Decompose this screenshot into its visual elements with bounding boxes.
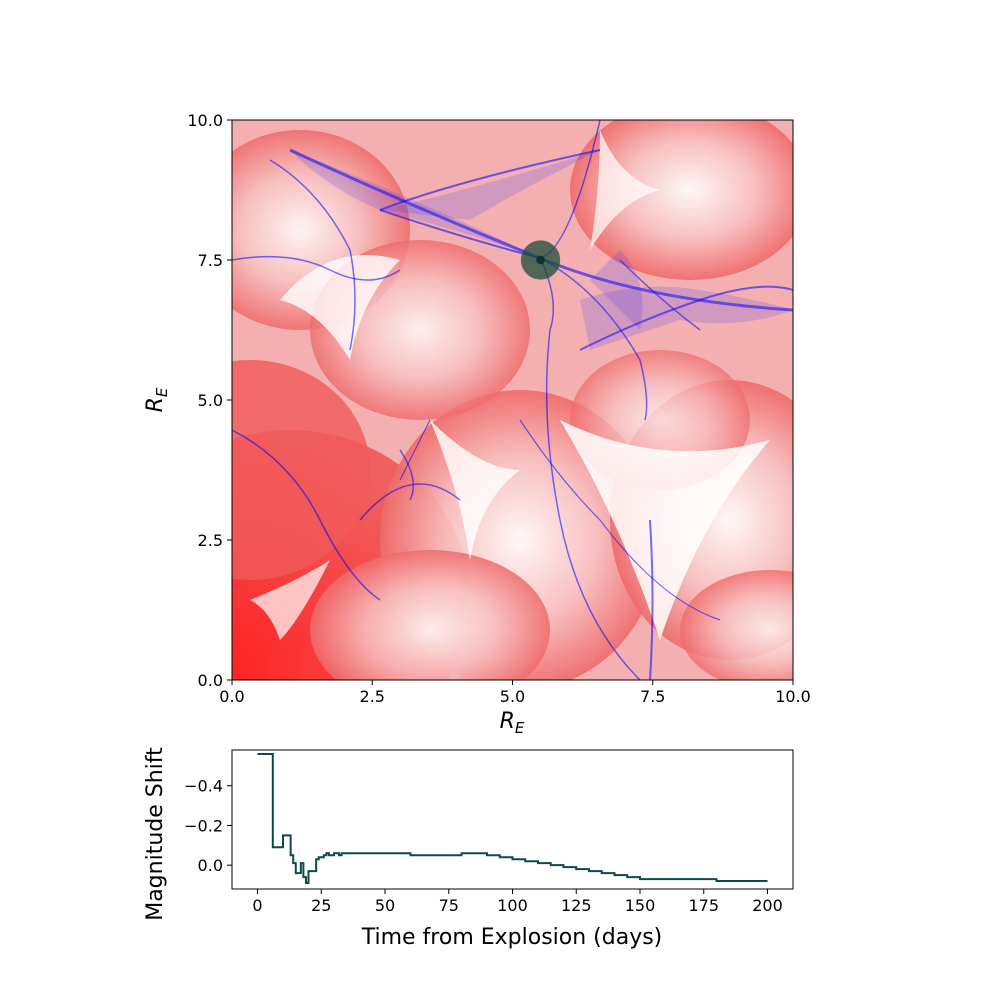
map-y-tick-label: 0.0 [198, 671, 223, 690]
source-marker [520, 240, 561, 280]
light-curve-x-tick-label: 0 [252, 896, 262, 915]
light-curve-x-tick-label: 150 [625, 896, 656, 915]
light-curve-y-tick-label: −0.4 [184, 777, 223, 796]
light-curve-x-axis-label: Time from Explosion (days) [361, 925, 663, 950]
light-curve-x-tick-label: 75 [439, 896, 459, 915]
caustic-network [232, 120, 793, 680]
light-curve-x-axis: 0 25 50 75 100 125 150 175 200 [252, 889, 783, 915]
map-y-tick-label: 7.5 [198, 251, 223, 270]
light-curve-x-tick-label: 175 [688, 896, 719, 915]
map-x-tick-label: 10.0 [775, 687, 811, 706]
light-curve-x-tick-label: 25 [311, 896, 331, 915]
map-y-axis-label: RE [143, 387, 171, 412]
map-image [232, 120, 793, 680]
map-x-axis-label: RE [500, 709, 525, 737]
light-curve-chart: 0 25 50 75 100 125 150 175 200 −0.4 −0.2 0.0 Time … [143, 747, 794, 950]
light-curve-x-tick-label: 50 [375, 896, 395, 915]
map-x-tick-label: 5.0 [500, 687, 525, 706]
magnification-map: 0.0 2.5 5.0 7.5 10.0 0.0 2.5 5.0 7.5 10.0 RE RE [143, 111, 811, 737]
map-x-axis: 0.0 2.5 5.0 7.5 10.0 [219, 680, 811, 706]
map-y-tick-label: 2.5 [198, 531, 223, 550]
map-x-tick-label: 0.0 [219, 687, 244, 706]
light-curve-y-tick-label: 0.0 [198, 856, 223, 875]
light-curve-y-axis-label: Magnitude Shift [143, 747, 168, 921]
light-curve-y-tick-label: −0.2 [184, 816, 223, 835]
light-curve-series [257, 752, 768, 885]
map-x-tick-label: 2.5 [360, 687, 385, 706]
map-y-tick-label: 5.0 [198, 391, 223, 410]
light-curve-x-tick-label: 100 [497, 896, 528, 915]
light-curve-x-tick-label: 200 [752, 896, 783, 915]
map-y-axis: 0.0 2.5 5.0 7.5 10.0 [187, 111, 232, 690]
light-curve-x-tick-label: 125 [561, 896, 592, 915]
light-curve-y-axis: −0.4 −0.2 0.0 [184, 777, 232, 875]
map-x-tick-label: 7.5 [640, 687, 665, 706]
caustic-fills [290, 150, 793, 350]
map-y-tick-label: 10.0 [187, 111, 223, 130]
